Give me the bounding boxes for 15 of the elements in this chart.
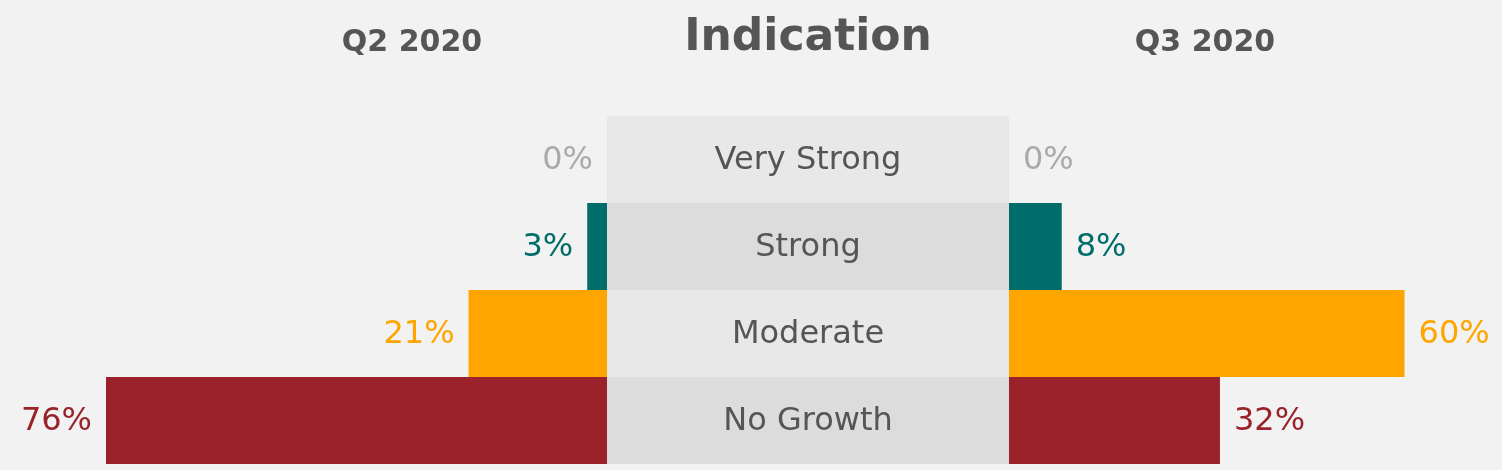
y-tick-label: Strong (755, 225, 861, 264)
y-tick-label: Very Strong (714, 138, 902, 177)
data-label: 0% (542, 138, 593, 177)
y-tick-label: No Growth (723, 399, 893, 438)
y-tick-label: Moderate (731, 312, 885, 351)
data-label: 8% (1075, 225, 1127, 264)
data-label: 21% (383, 312, 455, 351)
chart-title: Q3 2020 (1134, 22, 1276, 58)
chart-title: Q2 2020 (341, 22, 483, 58)
data-label: 0% (1023, 138, 1074, 177)
data-label: 3% (522, 225, 574, 264)
data-label: 32% (1233, 399, 1306, 438)
data-label: 76% (20, 399, 92, 438)
data-label: 60% (1418, 312, 1490, 351)
y-axis-title: Indication (684, 9, 932, 60)
